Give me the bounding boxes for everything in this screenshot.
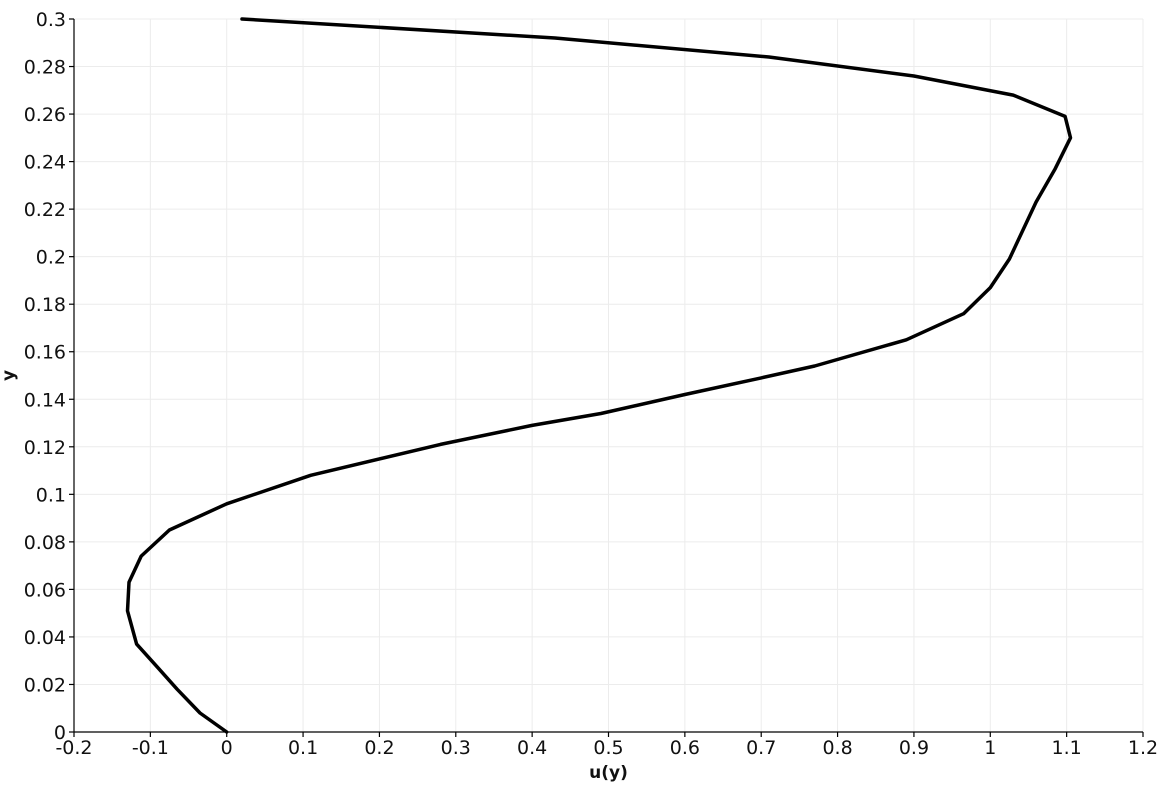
y-tick-label: 0.18 [24, 294, 66, 316]
y-ticks: 0 0.02 0.04 0.06 0.08 0.1 0.12 0.14 0.16 0.18 0.2 0… [24, 9, 74, 744]
y-tick-label: 0.24 [24, 152, 66, 174]
x-tick-label: 1.2 [1128, 737, 1158, 759]
x-tick-label: 0.2 [364, 737, 394, 759]
x-tick-label: -0.1 [132, 737, 169, 759]
x-tick-label: 1 [984, 737, 996, 759]
x-tick-label: 0.6 [670, 737, 700, 759]
x-tick-label: 0.9 [899, 737, 929, 759]
x-tick-label: 0.3 [441, 737, 471, 759]
x-tick-label: 0.5 [593, 737, 623, 759]
y-tick-label: 0.1 [36, 484, 66, 506]
series-line [125, 17, 1073, 734]
y-tick-label: 0.08 [24, 532, 66, 554]
y-tick-label: 0.06 [24, 579, 66, 601]
grid [73, 18, 1144, 733]
x-tick-label: 0 [221, 737, 233, 759]
y-tick-label: 0.22 [24, 199, 66, 221]
x-tick-label: 0.4 [517, 737, 547, 759]
y-tick-label: 0 [54, 722, 66, 744]
x-axis-title: u(y) [589, 763, 628, 783]
y-tick-label: 0.12 [24, 437, 66, 459]
y-tick-label: 0.26 [24, 104, 66, 126]
y-tick-label: 0.3 [36, 9, 66, 31]
x-tick-label: 0.1 [288, 737, 318, 759]
x-tick-label: -0.2 [55, 737, 92, 759]
y-tick-label: 0.28 [24, 57, 66, 79]
x-tick-label: 0.8 [822, 737, 852, 759]
x-tick-label: 1.1 [1052, 737, 1082, 759]
y-tick-label: 0.04 [24, 627, 66, 649]
y-tick-label: 0.2 [36, 247, 66, 269]
y-axis-title: y [0, 370, 19, 381]
y-tick-label: 0.02 [24, 674, 66, 696]
y-tick-label: 0.16 [24, 342, 66, 364]
y-tick-label: 0.14 [24, 389, 66, 411]
series [125, 17, 1073, 734]
x-ticks: -0.2 -0.1 0 0.1 0.2 0.3 0.4 0.5 0.6 0.7 0.8 0.9 1 1.1… [55, 732, 1158, 759]
x-tick-label: 0.7 [746, 737, 776, 759]
